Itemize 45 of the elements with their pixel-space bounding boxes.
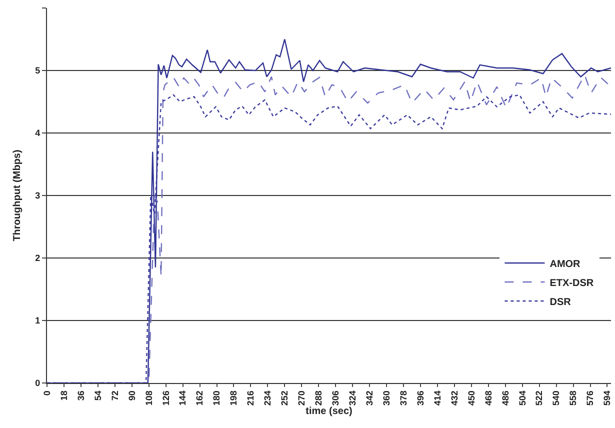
x-tick-label: 180: [212, 390, 222, 406]
x-tick-label: 504: [517, 390, 528, 406]
y-tick-label: 1: [35, 316, 40, 326]
y-tick-label: 2: [35, 253, 40, 264]
x-tick-label: 72: [110, 390, 120, 401]
x-tick-label: 126: [160, 390, 171, 406]
x-tick-label: 288: [314, 390, 324, 406]
x-tick-label: 90: [126, 390, 137, 401]
x-tick-label: 198: [228, 390, 239, 406]
legend-label: AMOR: [550, 258, 582, 270]
x-tick-label: 558: [568, 390, 578, 406]
y-axis-title: Throughput (Mbps): [12, 150, 24, 242]
y-tick-label: 0: [35, 378, 40, 388]
x-tick-label: 486: [500, 390, 510, 406]
y-tick-label: 5: [35, 66, 40, 76]
x-tick-label: 54: [92, 390, 103, 401]
x-tick-label: 234: [262, 390, 273, 406]
x-tick-label: 36: [76, 390, 86, 401]
x-tick-label: 576: [585, 390, 596, 406]
x-tick-label: 108: [144, 390, 154, 406]
x-tick-label: 18: [58, 390, 69, 401]
y-tick-label: 3: [35, 190, 40, 201]
x-tick-label: 306: [330, 390, 341, 406]
x-tick-label: 144: [178, 390, 188, 406]
x-tick-label: 0: [42, 390, 52, 396]
x-tick-label: 540: [551, 390, 562, 406]
legend-label: DSR: [550, 296, 572, 308]
x-tick-label: 450: [466, 390, 476, 406]
x-axis-title: time (sec): [306, 406, 352, 418]
y-tick-label: 4: [35, 128, 40, 138]
x-tick-label: 414: [432, 390, 442, 406]
x-tick-label: 342: [364, 390, 374, 406]
x-tick-label: 216: [246, 390, 256, 406]
x-tick-label: 324: [348, 390, 358, 406]
x-tick-label: 396: [415, 390, 426, 406]
x-tick-label: 360: [381, 390, 392, 406]
legend-label: ETX-DSR: [550, 278, 594, 289]
x-tick-label: 270: [296, 390, 307, 406]
x-tick-label: 432: [449, 390, 460, 406]
x-tick-label: 522: [534, 390, 544, 406]
x-tick-label: 378: [398, 390, 408, 406]
x-tick-label: 252: [280, 390, 290, 406]
x-tick-label: 162: [194, 390, 205, 406]
x-tick-label: 594: [602, 390, 612, 406]
x-tick-label: 468: [483, 390, 494, 406]
